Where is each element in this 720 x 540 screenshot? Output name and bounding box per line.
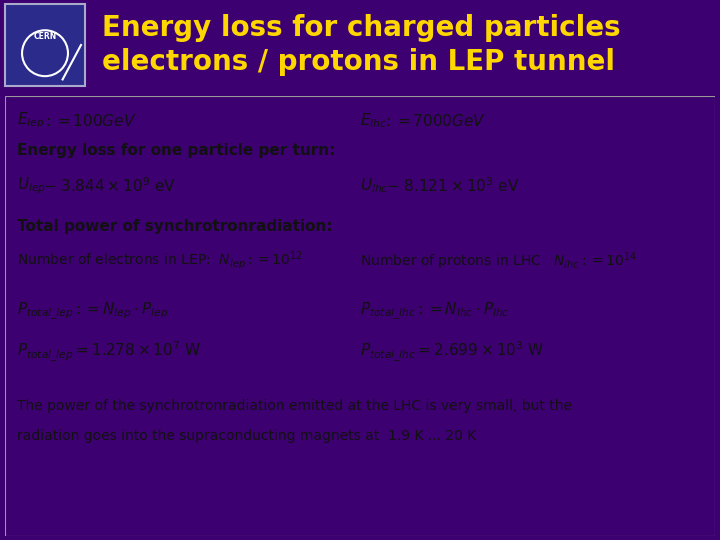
Text: $P_{total\_lhc} = 2.699 \times 10^3 \mathrm{\ W}$: $P_{total\_lhc} = 2.699 \times 10^3 \mat… — [360, 339, 544, 363]
Text: radiation goes into the supraconducting magnets at  1.9 K ... 20 K: radiation goes into the supraconducting … — [17, 429, 476, 443]
FancyBboxPatch shape — [5, 4, 85, 86]
Text: The power of the synchrotronradiation emitted at the LHC is very small, but the: The power of the synchrotronradiation em… — [17, 399, 572, 413]
Text: Number of protons in LHC   $N_{lhc} := 10^{14}$: Number of protons in LHC $N_{lhc} := 10^… — [360, 250, 637, 272]
Text: $E_{lep}$: $E_{lep}$ — [17, 111, 45, 131]
Text: $:= 100 GeV$: $:= 100 GeV$ — [43, 113, 136, 129]
Text: $- \ 8.121 \times 10^3 \mathrm{\ eV}$: $- \ 8.121 \times 10^3 \mathrm{\ eV}$ — [386, 177, 520, 195]
Text: Number of electrons in LEP:  $N_{lep} := 10^{12}$: Number of electrons in LEP: $N_{lep} := … — [17, 249, 303, 273]
Text: electrons / protons in LEP tunnel: electrons / protons in LEP tunnel — [102, 48, 615, 76]
Text: Energy loss for one particle per turn:: Energy loss for one particle per turn: — [17, 144, 336, 159]
Text: $U_{lhc}$: $U_{lhc}$ — [360, 177, 389, 195]
Text: $- \ 3.844 \times 10^9 \mathrm{\ eV}$: $- \ 3.844 \times 10^9 \mathrm{\ eV}$ — [43, 177, 176, 195]
Text: CERN: CERN — [33, 32, 57, 41]
Text: $P_{total\_lep} := N_{lep} \cdot P_{lep}$: $P_{total\_lep} := N_{lep} \cdot P_{lep}… — [17, 300, 168, 321]
Text: $P_{total\_lhc} := N_{lhc} \cdot P_{lhc}$: $P_{total\_lhc} := N_{lhc} \cdot P_{lhc}… — [360, 300, 510, 321]
Text: $E_{lhc}$: $E_{lhc}$ — [360, 112, 387, 130]
Text: Total power of synchrotronradiation:: Total power of synchrotronradiation: — [17, 219, 333, 233]
Text: $:= 7000 GeV$: $:= 7000 GeV$ — [383, 113, 486, 129]
Text: $U_{lep}$: $U_{lep}$ — [17, 176, 46, 197]
Text: Energy loss for charged particles: Energy loss for charged particles — [102, 14, 621, 42]
Text: $P_{total\_lep} = 1.278 \times 10^7 \mathrm{\ W}$: $P_{total\_lep} = 1.278 \times 10^7 \mat… — [17, 339, 202, 363]
